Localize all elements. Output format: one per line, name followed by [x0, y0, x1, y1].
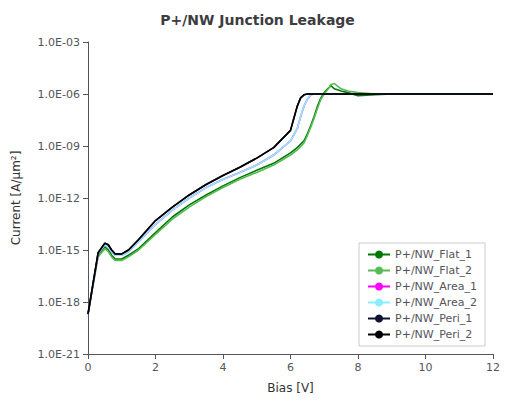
- svg-text:1.0E-21: 1.0E-21: [38, 348, 80, 361]
- svg-text:P+/NW_Peri_2: P+/NW_Peri_2: [395, 328, 472, 341]
- svg-text:6: 6: [287, 361, 294, 374]
- svg-text:4: 4: [220, 361, 227, 374]
- svg-text:2: 2: [152, 361, 159, 374]
- svg-text:0: 0: [85, 361, 92, 374]
- svg-text:1.0E-09: 1.0E-09: [38, 140, 80, 153]
- svg-text:1.0E-06: 1.0E-06: [38, 88, 80, 101]
- svg-text:P+/NW_Flat_2: P+/NW_Flat_2: [395, 264, 472, 277]
- svg-text:P+/NW_Peri_1: P+/NW_Peri_1: [395, 312, 472, 325]
- svg-text:1.0E-18: 1.0E-18: [38, 296, 80, 309]
- svg-text:Current [A/μm²]: Current [A/μm²]: [9, 151, 23, 246]
- svg-text:1.0E-15: 1.0E-15: [38, 244, 80, 257]
- svg-text:1.0E-12: 1.0E-12: [38, 192, 80, 205]
- svg-text:P+/NW_Area_1: P+/NW_Area_1: [395, 280, 477, 293]
- svg-text:P+/NW Junction Leakage: P+/NW Junction Leakage: [160, 12, 355, 28]
- svg-text:Bias [V]: Bias [V]: [267, 381, 314, 395]
- svg-text:12: 12: [486, 361, 500, 374]
- svg-text:8: 8: [355, 361, 362, 374]
- svg-text:P+/NW_Area_2: P+/NW_Area_2: [395, 296, 477, 309]
- svg-text:10: 10: [419, 361, 433, 374]
- svg-text:1.0E-03: 1.0E-03: [38, 36, 80, 49]
- svg-text:P+/NW_Flat_1: P+/NW_Flat_1: [395, 248, 472, 261]
